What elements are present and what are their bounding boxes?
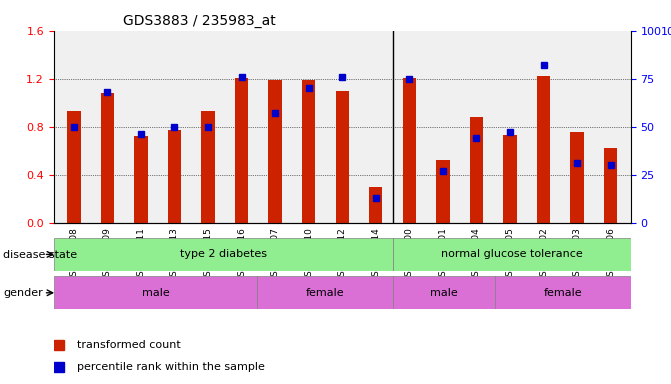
Bar [201, 111, 215, 223]
Bar [503, 135, 517, 223]
FancyBboxPatch shape [393, 276, 495, 309]
Text: female: female [544, 288, 582, 298]
Text: male: male [142, 288, 169, 298]
FancyBboxPatch shape [54, 276, 258, 309]
FancyBboxPatch shape [393, 238, 631, 271]
Bar [470, 117, 483, 223]
Text: disease state: disease state [3, 250, 77, 260]
Bar [268, 80, 282, 223]
Bar [134, 136, 148, 223]
Bar [436, 161, 450, 223]
Text: gender: gender [3, 288, 43, 298]
Bar [336, 91, 349, 223]
Bar [67, 111, 81, 223]
Bar [235, 78, 248, 223]
Bar [570, 131, 584, 223]
Text: transformed count: transformed count [76, 340, 180, 350]
Text: normal glucose tolerance: normal glucose tolerance [441, 249, 583, 260]
Text: female: female [306, 288, 344, 298]
Bar [101, 93, 114, 223]
FancyBboxPatch shape [495, 276, 631, 309]
Bar [369, 187, 382, 223]
Bar [302, 80, 315, 223]
Bar [403, 78, 416, 223]
Bar [168, 130, 181, 223]
Text: type 2 diabetes: type 2 diabetes [180, 249, 267, 260]
FancyBboxPatch shape [54, 238, 393, 271]
Text: GDS3883 / 235983_at: GDS3883 / 235983_at [123, 14, 276, 28]
Bar [537, 76, 550, 223]
Text: male: male [430, 288, 458, 298]
Y-axis label: 100%: 100% [661, 27, 671, 37]
FancyBboxPatch shape [258, 276, 393, 309]
Text: percentile rank within the sample: percentile rank within the sample [76, 362, 264, 372]
Bar [604, 148, 617, 223]
